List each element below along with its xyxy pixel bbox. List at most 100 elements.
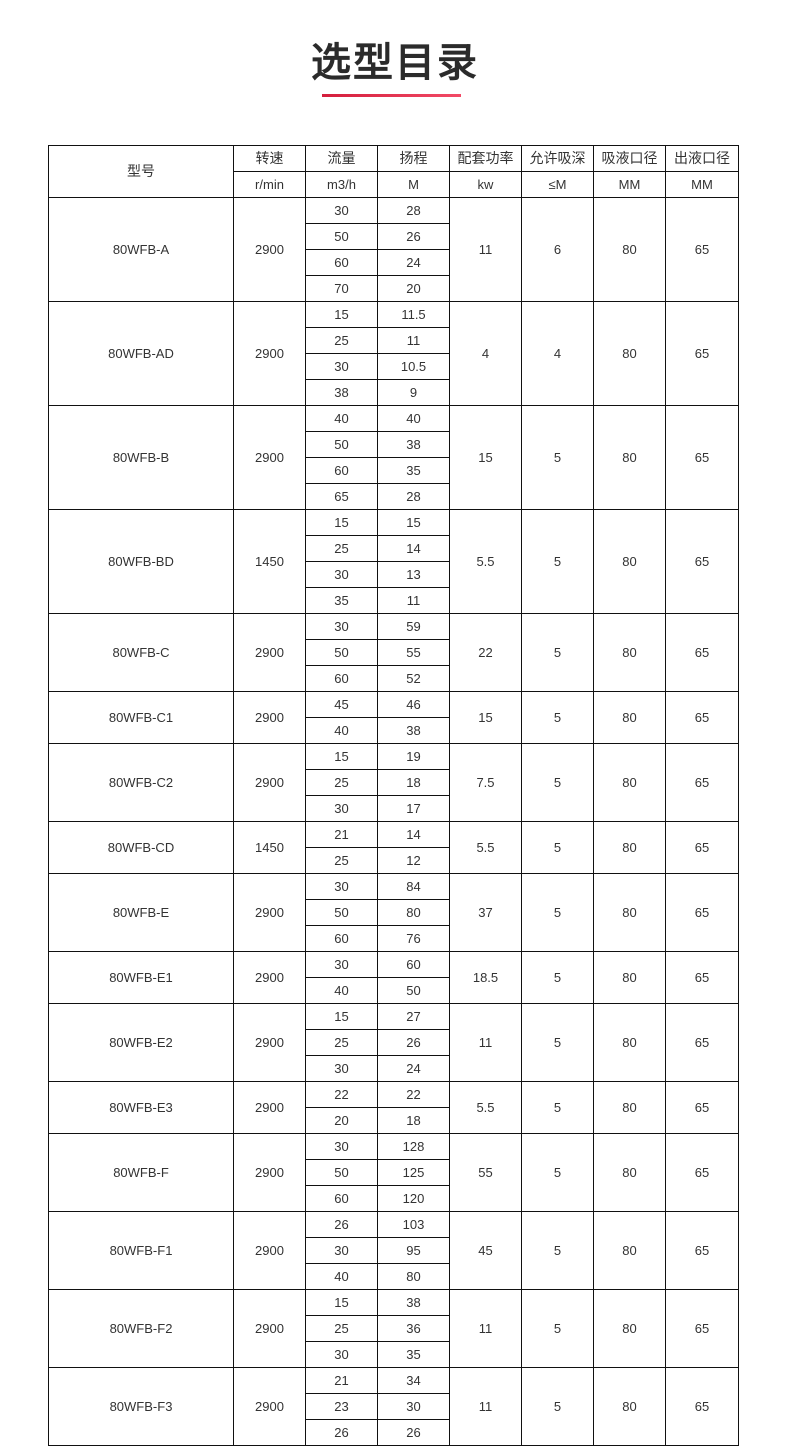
model-cell: 80WFB-E3 — [48, 1081, 234, 1134]
speed-cell: 2900 — [233, 1133, 306, 1212]
speed-cell: 1450 — [233, 509, 306, 614]
inlet-cell: 80 — [593, 613, 666, 692]
head-cell: 18 — [377, 1107, 450, 1134]
model-cell: 80WFB-F2 — [48, 1289, 234, 1368]
head-cell: 11.5 — [377, 301, 450, 328]
unit-flow: m3/h — [305, 171, 378, 198]
table-row: 30 24 — [49, 1055, 739, 1082]
model-cell: 80WFB-C2 — [48, 743, 234, 822]
head-cell: 17 — [377, 795, 450, 822]
outlet-cell: 65 — [665, 197, 739, 302]
outlet-cell: 65 — [665, 1289, 739, 1368]
head-cell: 125 — [377, 1159, 450, 1186]
power-cell: 15 — [449, 691, 522, 744]
model-cell: 80WFB-F1 — [48, 1211, 234, 1290]
outlet-cell: 65 — [665, 405, 739, 510]
flow-cell: 60 — [305, 925, 378, 952]
flow-cell: 40 — [305, 1263, 378, 1290]
table-row: 25 14 — [49, 535, 739, 562]
head-cell: 60 — [377, 951, 450, 978]
head-cell: 11 — [377, 587, 450, 614]
table-row: 80WFB-C2 2900 15 19 7.5 5 80 65 — [48, 743, 739, 822]
speed-cell: 2900 — [233, 873, 306, 952]
outlet-cell: 65 — [665, 1367, 739, 1446]
flow-cell: 30 — [305, 873, 378, 900]
head-cell: 24 — [377, 249, 450, 276]
flow-cell: 30 — [305, 951, 378, 978]
speed-cell: 2900 — [233, 405, 306, 510]
unit-outlet: MM — [665, 171, 739, 198]
head-cell: 103 — [377, 1211, 450, 1238]
table-row: 80WFB-E2 2900 15 27 11 5 80 65 — [48, 1003, 739, 1082]
suction-cell: 5 — [521, 1211, 594, 1290]
head-cell: 20 — [377, 275, 450, 302]
unit-row: r/min m3/h M kw ≤M MM MM — [49, 171, 739, 198]
flow-cell: 30 — [305, 1237, 378, 1264]
head-cell: 19 — [377, 743, 450, 770]
flow-cell: 30 — [305, 353, 378, 380]
suction-cell: 5 — [521, 951, 594, 1004]
flow-cell: 25 — [305, 535, 378, 562]
outlet-cell: 65 — [665, 509, 739, 614]
speed-cell: 2900 — [233, 743, 306, 822]
flow-cell: 60 — [305, 457, 378, 484]
suction-cell: 5 — [521, 691, 594, 744]
inlet-cell: 80 — [593, 951, 666, 1004]
flow-cell: 30 — [305, 197, 378, 224]
inlet-cell: 80 — [593, 1211, 666, 1290]
suction-cell: 5 — [521, 821, 594, 874]
power-cell: 45 — [449, 1211, 522, 1290]
head-cell: 128 — [377, 1133, 450, 1160]
outlet-cell: 65 — [665, 613, 739, 692]
flow-cell: 25 — [305, 1029, 378, 1056]
table-row: 60 76 — [49, 925, 739, 952]
table-row: 80WFB-F2 2900 15 38 11 5 80 65 — [48, 1289, 739, 1368]
table-row: 30 35 — [49, 1341, 739, 1368]
head-cell: 24 — [377, 1055, 450, 1082]
head-cell: 84 — [377, 873, 450, 900]
head-cell: 35 — [377, 457, 450, 484]
head-cell: 26 — [377, 1419, 450, 1446]
title-underline — [322, 94, 461, 97]
outlet-cell: 65 — [665, 1081, 739, 1134]
power-cell: 55 — [449, 1133, 522, 1212]
head-cell: 80 — [377, 899, 450, 926]
inlet-cell: 80 — [593, 1367, 666, 1446]
table-row: 30 13 — [49, 561, 739, 588]
header-suction: 允许吸深 — [521, 145, 594, 172]
unit-inlet: MM — [593, 171, 666, 198]
inlet-cell: 80 — [593, 743, 666, 822]
power-cell: 4 — [449, 301, 522, 406]
suction-cell: 5 — [521, 405, 594, 510]
head-cell: 38 — [377, 1289, 450, 1316]
head-cell: 52 — [377, 665, 450, 692]
power-cell: 5.5 — [449, 1081, 522, 1134]
head-cell: 59 — [377, 613, 450, 640]
head-cell: 11 — [377, 327, 450, 354]
head-cell: 50 — [377, 977, 450, 1004]
header-inlet: 吸液口径 — [593, 145, 666, 172]
flow-cell: 40 — [305, 977, 378, 1004]
outlet-cell: 65 — [665, 1133, 739, 1212]
suction-cell: 5 — [521, 873, 594, 952]
flow-cell: 50 — [305, 639, 378, 666]
table-row: 80WFB-E1 2900 30 60 18.5 5 80 65 — [48, 951, 739, 1004]
inlet-cell: 80 — [593, 509, 666, 614]
suction-cell: 5 — [521, 509, 594, 614]
head-cell: 26 — [377, 223, 450, 250]
suction-cell: 6 — [521, 197, 594, 302]
head-cell: 30 — [377, 1393, 450, 1420]
flow-cell: 30 — [305, 561, 378, 588]
flow-cell: 25 — [305, 327, 378, 354]
table-row: 25 12 — [49, 847, 739, 874]
power-cell: 7.5 — [449, 743, 522, 822]
flow-cell: 30 — [305, 1133, 378, 1160]
power-cell: 11 — [449, 1003, 522, 1082]
head-cell: 76 — [377, 925, 450, 952]
inlet-cell: 80 — [593, 1003, 666, 1082]
table-row: 80WFB-B 2900 40 40 15 5 80 65 — [48, 405, 739, 510]
speed-cell: 1450 — [233, 821, 306, 874]
table-row: 40 50 — [49, 977, 739, 1004]
speed-cell: 2900 — [233, 951, 306, 1004]
flow-cell: 50 — [305, 899, 378, 926]
